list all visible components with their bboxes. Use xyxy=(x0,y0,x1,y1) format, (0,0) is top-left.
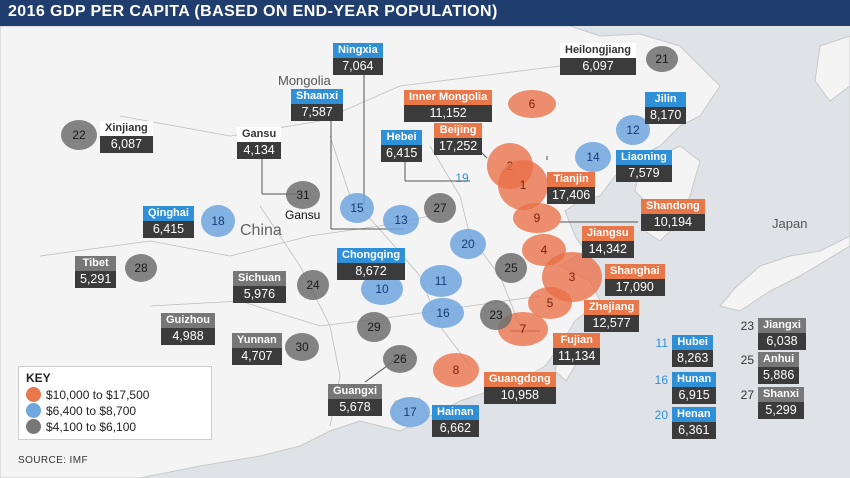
rank-circle-16: 16 xyxy=(422,298,464,328)
rank-circle-27: 27 xyxy=(424,193,456,223)
side-item-shanxi: 27 Shanxi 5,299 xyxy=(734,387,805,419)
label-beijing: Beijing 17,252 xyxy=(434,123,483,155)
rank-circle-26: 26 xyxy=(383,345,417,373)
side-item-hunan: 16 Hunan 6,915 xyxy=(648,372,717,404)
rank-circle-11: 11 xyxy=(420,265,462,297)
label-ningxia: Ningxia 7,064 xyxy=(333,43,383,75)
rank-circle-23: 23 xyxy=(480,300,512,330)
label-qinghai: Qinghai 6,415 xyxy=(143,206,194,238)
japan-north xyxy=(814,35,850,102)
label-guangdong: Guangdong 10,958 xyxy=(484,372,556,404)
label-chongqing: Chongqing 8,672 xyxy=(337,248,406,280)
rank-label-19: 19 xyxy=(455,171,469,185)
rank-circle-24: 24 xyxy=(297,270,329,300)
legend-swatch-high xyxy=(26,387,41,402)
side-item-henan: 20 Henan 6,361 xyxy=(648,407,716,439)
legend-swatch-mid xyxy=(26,403,41,418)
label-yunnan: Yunnan 4,707 xyxy=(232,333,282,365)
rank-circle-18: 18 xyxy=(201,205,235,237)
china-label: China xyxy=(240,222,282,239)
legend: KEY $10,000 to $17,500 $6,400 to $8,700 … xyxy=(18,366,212,440)
label-tibet: Tibet 5,291 xyxy=(75,256,117,288)
rank-circle-12: 12 xyxy=(616,115,650,145)
title-bar: 2016 GDP PER CAPITA (BASED ON END-YEAR P… xyxy=(0,0,850,26)
side-item-anhui: 25 Anhui 5,886 xyxy=(734,352,800,384)
rank-circle-21: 21 xyxy=(646,46,678,72)
label-jiangsu: Jiangsu 14,342 xyxy=(582,226,634,258)
label-zhejiang: Zhejiang 12,577 xyxy=(584,300,640,332)
rank-circle-31: 31 xyxy=(286,181,320,209)
label-liaoning: Liaoning 7,579 xyxy=(616,150,672,182)
mongolia-label: Mongolia xyxy=(278,73,331,88)
rank-circle-15: 15 xyxy=(340,193,374,223)
legend-item-mid: $6,400 to $8,700 xyxy=(26,403,136,418)
label-xinjiang: Xinjiang 6,087 xyxy=(100,121,153,153)
label-heilongjiang: Heilongjiang 6,097 xyxy=(560,43,636,75)
label-hebei: Hebei 6,415 xyxy=(381,130,423,162)
rank-circle-22: 22 xyxy=(61,120,97,150)
side-item-jiangxi: 23 Jiangxi 6,038 xyxy=(734,318,806,350)
rank-circle-28: 28 xyxy=(125,254,157,282)
figure-title: 2016 GDP PER CAPITA (BASED ON END-YEAR P… xyxy=(8,3,498,20)
label-shandong: Shandong 10,194 xyxy=(641,199,705,231)
label-gansu: Gansu 4,134 xyxy=(237,127,282,159)
rank-circle-29: 29 xyxy=(357,312,391,342)
label-fujian: Fujian 11,134 xyxy=(553,333,601,365)
side-item-hubei: 11 Hubei 8,263 xyxy=(648,335,714,367)
label-guangxi: Guangxi 5,678 xyxy=(328,384,383,416)
label-guizhou: Guizhou 4,988 xyxy=(161,313,215,345)
legend-item-high: $10,000 to $17,500 xyxy=(26,387,149,402)
rank-circle-17: 17 xyxy=(390,397,430,427)
source-note: SOURCE: IMF xyxy=(18,455,88,466)
label-tianjin: Tianjin 17,406 xyxy=(547,172,596,204)
rank-circle-20: 20 xyxy=(450,229,486,259)
legend-title: KEY xyxy=(26,371,51,385)
gansu-map-label: Gansu xyxy=(285,208,321,222)
rank-circle-1: 1 xyxy=(498,160,548,210)
rank-circle-9: 9 xyxy=(513,203,561,233)
label-hainan: Hainan 6,662 xyxy=(432,405,479,437)
japan-land xyxy=(719,66,850,312)
rank-circle-6: 6 xyxy=(508,90,556,118)
label-jilin: Jilin 8,170 xyxy=(645,92,687,124)
rank-circle-30: 30 xyxy=(285,333,319,361)
rank-circle-14: 14 xyxy=(575,142,611,172)
label-inner-mongolia: Inner Mongolia 11,152 xyxy=(404,90,493,122)
rank-circle-25: 25 xyxy=(495,253,527,283)
rank-circle-8: 8 xyxy=(433,353,479,387)
label-shaanxi: Shaanxi 7,587 xyxy=(291,89,344,121)
rank-circle-13: 13 xyxy=(383,205,419,235)
legend-item-low: $4,100 to $6,100 xyxy=(26,419,136,434)
legend-swatch-low xyxy=(26,419,41,434)
label-sichuan: Sichuan 5,976 xyxy=(233,271,286,303)
japan-label: Japan xyxy=(772,216,808,231)
label-shanghai: Shanghai 17,090 xyxy=(605,264,665,296)
